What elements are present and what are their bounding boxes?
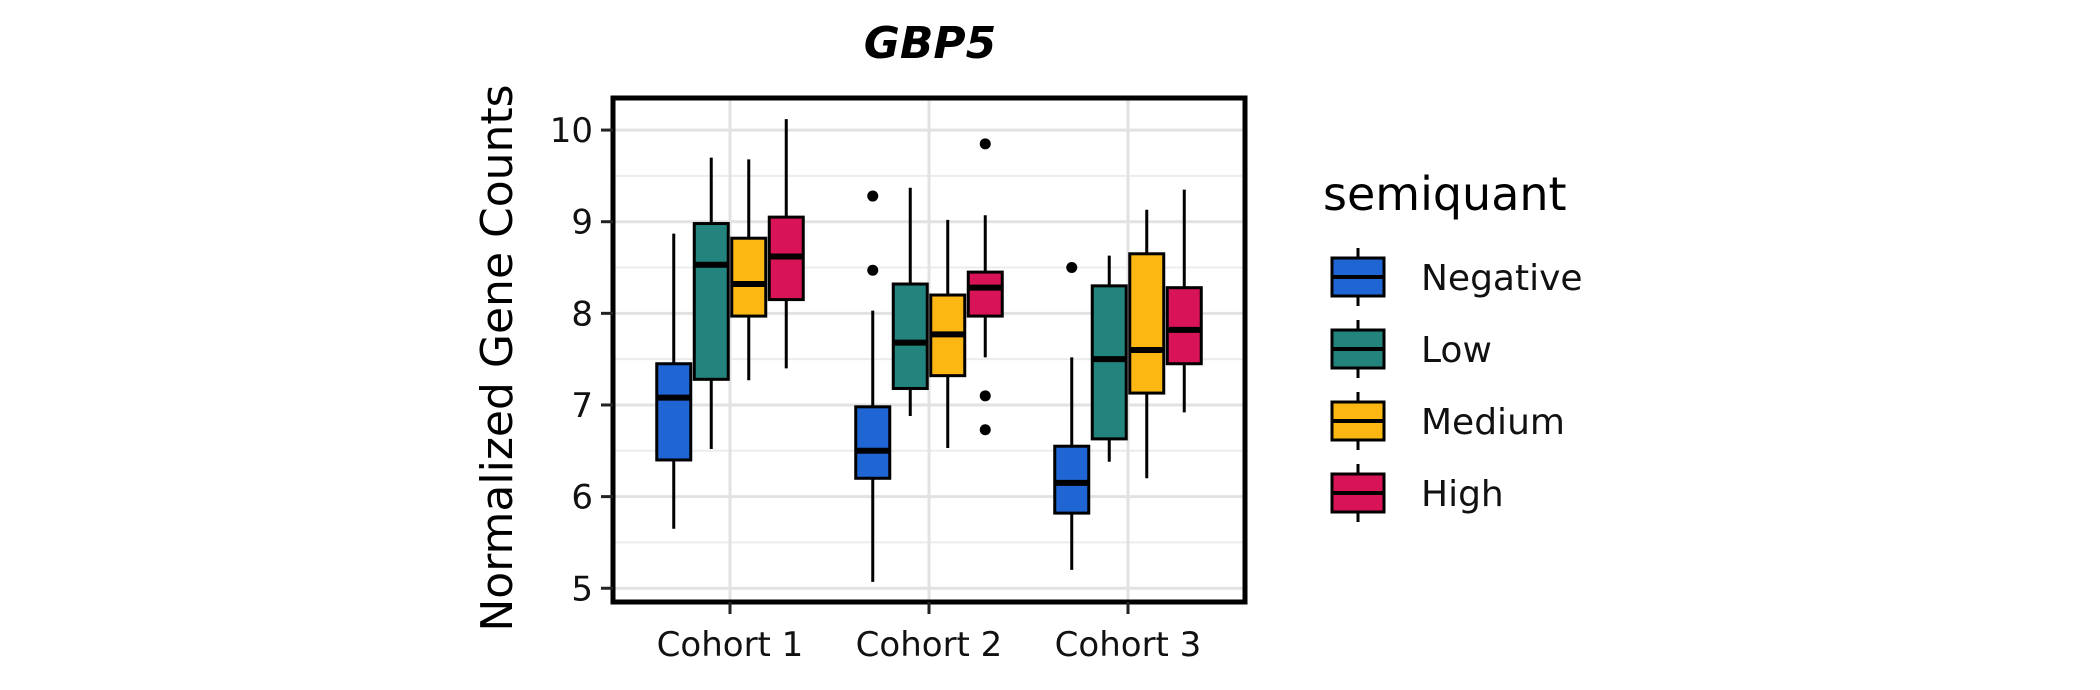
box-low-1 [692,157,730,449]
legend: semiquant Negative Low Medium High [1323,167,1583,522]
box-negative-3 [1053,262,1091,570]
box [730,236,768,318]
plot-area: 5 6 7 8 9 10 Cohort 1 Cohort 2 Cohort 3 [550,95,1248,665]
x-tick-label: Cohort 1 [657,625,804,665]
outlier-point [979,138,991,150]
y-tick-label: 10 [550,111,593,151]
legend-label: High [1421,474,1504,515]
legend-item-negative: Negative [1330,248,1583,306]
outlier-point [867,264,879,276]
legend-label: Medium [1421,402,1565,443]
box-low-2 [891,187,929,416]
y-tick-label: 6 [571,478,593,518]
outlier-point [1066,262,1078,274]
outlier-point [867,190,879,202]
outlier-point [979,390,991,402]
y-tick-label: 9 [571,203,593,243]
box [655,362,693,462]
box [1090,284,1128,441]
x-tick-label: Cohort 2 [856,625,1003,665]
box [1053,444,1091,515]
box [966,270,1004,318]
y-axis-label: Normalized Gene Counts [472,84,523,631]
box-negative-1 [655,233,693,529]
box-negative-2 [854,190,892,582]
box-high-3 [1165,189,1203,413]
box [692,222,730,381]
box-medium-1 [730,159,768,381]
legend-label: Low [1421,330,1492,371]
box-high-1 [767,119,805,369]
y-tick-label: 7 [571,386,593,426]
legend-item-high: High [1330,464,1504,522]
box-medium-2 [929,219,967,449]
y-tick-label: 5 [571,569,593,609]
legend-item-low: Low [1330,320,1492,378]
legend-title: semiquant [1323,167,1567,221]
x-tick-label: Cohort 3 [1055,625,1202,665]
box [854,405,892,480]
outlier-point [979,424,991,436]
legend-label: Negative [1421,258,1583,299]
y-tick-label: 8 [571,294,593,334]
legend-item-medium: Medium [1330,392,1565,450]
box [891,282,929,390]
box [1165,286,1203,366]
box [1128,252,1166,395]
box-medium-3 [1128,209,1166,479]
box-low-3 [1090,255,1128,462]
box-high-2 [966,138,1004,436]
chart-title: GBP5 [864,18,997,69]
